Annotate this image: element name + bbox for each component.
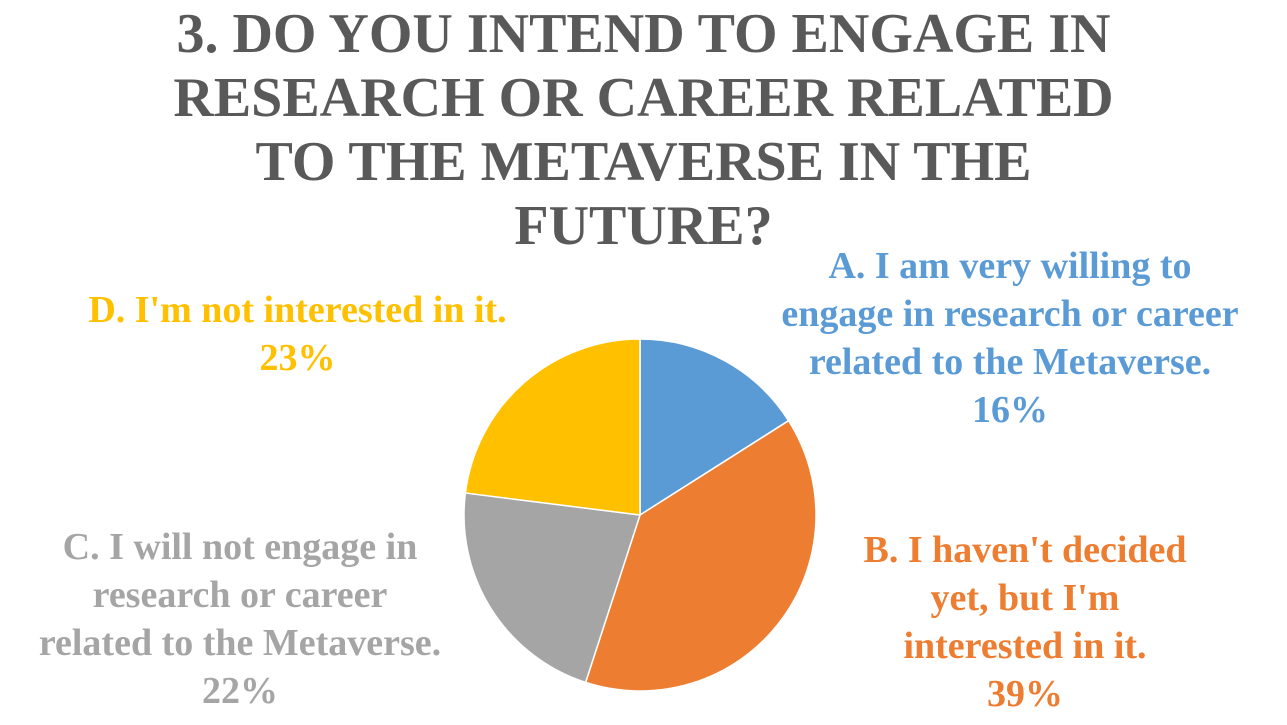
- data-label-c-value: 22%: [202, 670, 278, 712]
- chart-title-line: RESEARCH OR CAREER RELATED: [173, 67, 1114, 129]
- data-label-a-line: related to the Metaverse.: [808, 341, 1212, 383]
- data-label-c-line: related to the Metaverse.: [38, 622, 442, 664]
- data-label-a-value: 16%: [972, 389, 1048, 431]
- pie-slice-c: [463, 492, 641, 684]
- data-label-b: B. I haven't decided yet, but I'm intere…: [800, 526, 1250, 718]
- data-label-b-value: 39%: [987, 673, 1063, 715]
- data-label-c-line: C. I will not engage in: [62, 526, 418, 568]
- chart-title: 3. DO YOU INTEND TO ENGAGE IN RESEARCH O…: [0, 2, 1287, 258]
- pie-slice-d: [464, 338, 641, 516]
- data-label-c: C. I will not engage in research or care…: [0, 523, 480, 715]
- chart-title-line: FUTURE?: [514, 195, 773, 257]
- data-label-b-line: interested in it.: [903, 625, 1147, 667]
- data-label-d-value: 23%: [259, 337, 336, 379]
- data-label-c-line: research or career: [92, 574, 388, 616]
- data-label-b-line: yet, but I'm: [930, 577, 1120, 619]
- data-label-b-line: B. I haven't decided: [863, 529, 1187, 571]
- chart-title-line: TO THE METAVERSE IN THE: [255, 131, 1032, 193]
- pie-slice-a: [639, 338, 790, 517]
- data-label-a-line: A. I am very willing to: [828, 245, 1192, 287]
- data-label-a-line: engage in research or career: [781, 293, 1239, 335]
- chart-title-line: 3. DO YOU INTEND TO ENGAGE IN: [176, 3, 1111, 65]
- data-label-d-line: D. I'm not interested in it.: [88, 289, 507, 331]
- data-label-a: A. I am very willing to engage in resear…: [740, 242, 1280, 434]
- data-label-d: D. I'm not interested in it. 23%: [10, 286, 585, 382]
- pie-slice-b: [584, 419, 817, 692]
